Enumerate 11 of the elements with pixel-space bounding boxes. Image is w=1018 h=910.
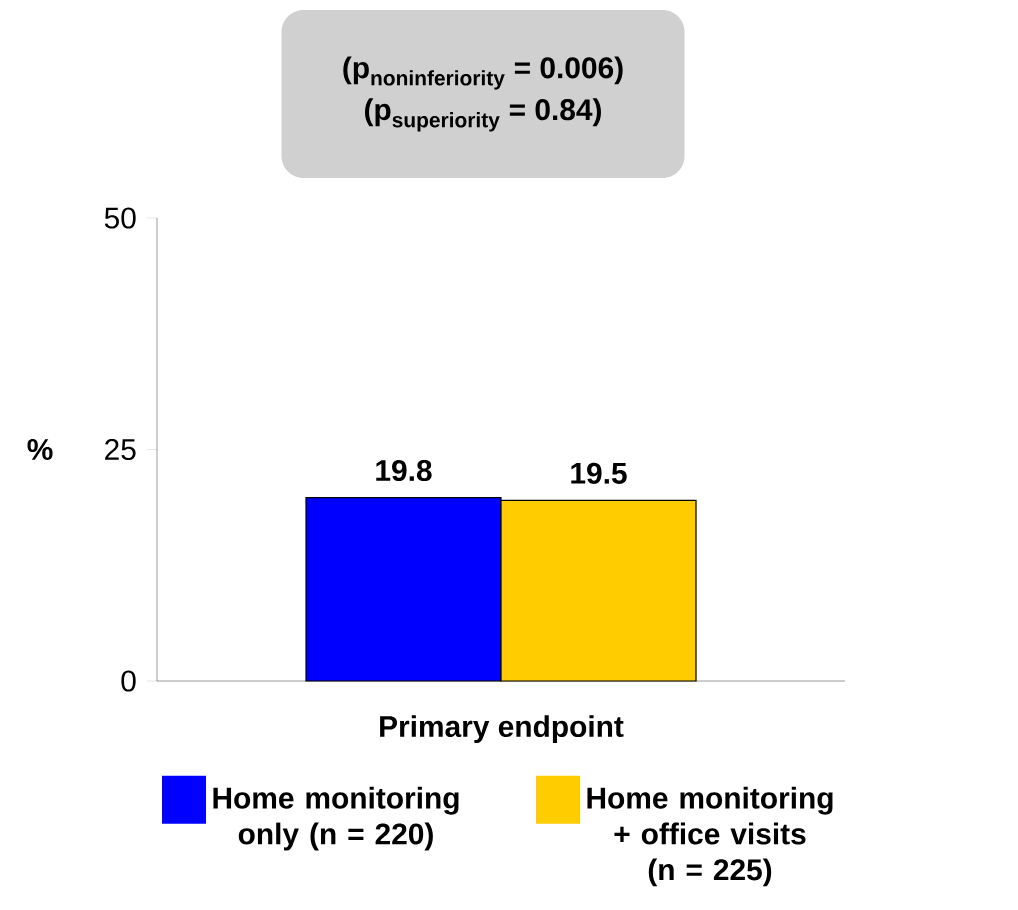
x-tick-label: Primary endpoint xyxy=(380,715,624,744)
data-label: 19.8 xyxy=(376,459,432,482)
text: $\textbf{(p}_{\textbf{noninferiority}}\textbf{ = 0.006)}$ xyxy=(343,56,623,90)
y-tick-label: 50 xyxy=(104,207,136,229)
y-tick-label: 25 xyxy=(105,438,136,461)
data-label: 19.5 xyxy=(571,462,627,484)
legend-label: Home monitoring only (n = 220) xyxy=(213,786,459,851)
text: $\textbf{(p}_{\textbf{superiority}}\textbf{ = 0.84)}$ xyxy=(364,98,601,132)
y-axis-title: % xyxy=(27,439,53,461)
y-tick-label: 0 xyxy=(121,670,136,692)
legend-label: Home monitoring + office visits (n = 225) xyxy=(587,786,833,887)
